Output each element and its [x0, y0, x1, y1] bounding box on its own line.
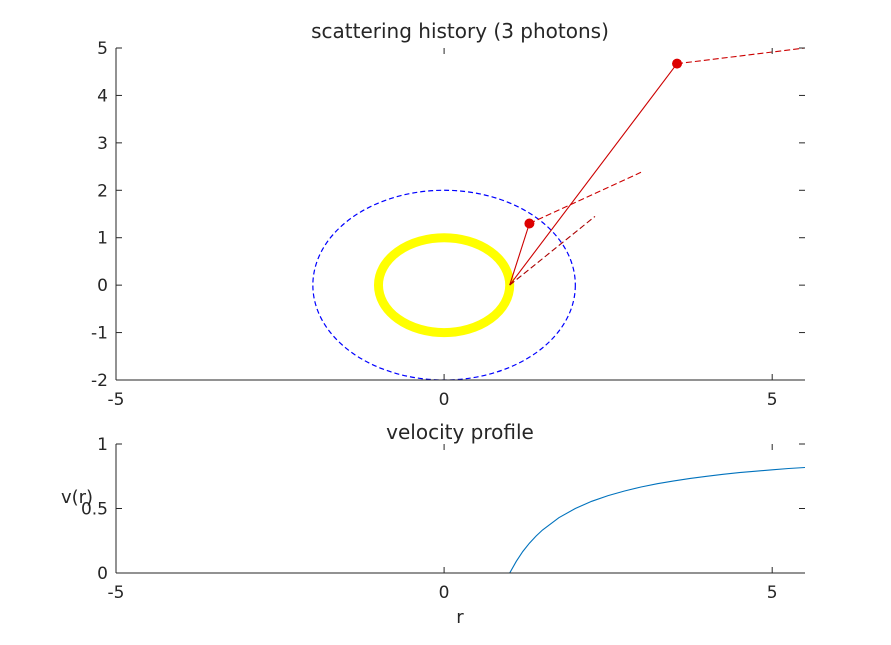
velocity-y-tick-label: 0 — [97, 564, 108, 584]
scattering-y-tick-label: 1 — [97, 229, 108, 249]
velocity-x-axis-label: r — [456, 607, 464, 628]
scattering-y-tick-label: 2 — [97, 181, 108, 201]
photon-path-segment — [676, 48, 805, 65]
photon-path-segment — [529, 171, 642, 224]
scattering-x-tick-label: 5 — [767, 390, 778, 410]
velocity-axes: -5 0 500.51 velocity profile r v(r) — [61, 420, 805, 628]
velocity-title: velocity profile — [386, 420, 534, 444]
scattering-y-tick-label: -1 — [91, 324, 108, 344]
velocity-y-tick-label: 1 — [97, 435, 108, 455]
velocity-x-tick-label: -5 — [108, 583, 125, 603]
velocity-y-axis-label: v(r) — [61, 487, 93, 508]
photon-path-segment — [509, 223, 530, 286]
photon-path-segment — [509, 215, 596, 286]
scattering-x-tick-label: 0 — [439, 390, 450, 410]
velocity-curve — [509, 466, 805, 573]
scattering-y-tick-label: 3 — [97, 134, 108, 154]
velocity-y-tick-label: 0.5 — [81, 500, 108, 520]
scattering-y-tick-label: 4 — [97, 86, 108, 106]
photon-path-segment — [509, 63, 678, 286]
scattering-x-tick-label: -5 — [108, 390, 125, 410]
velocity-plot-area — [509, 466, 805, 573]
inner-thick-ring — [373, 233, 515, 338]
velocity-x-tick-label: 5 — [767, 583, 778, 603]
scattering-axes-frame — [115, 48, 805, 381]
scattering-point — [524, 218, 535, 229]
velocity-axes-frame — [115, 444, 805, 574]
scattering-point — [672, 58, 683, 69]
scattering-title: scattering history (3 photons) — [311, 19, 609, 43]
scattering-y-tick-label: 5 — [97, 39, 108, 59]
scattering-axes: -5 0 5 -2 -1 0 1 2 3 4 5 scattering history (3 pho… — [91, 19, 805, 410]
scattering-ticks: -5 0 5 -2 -1 0 1 2 3 4 5 — [91, 39, 805, 410]
outer-dashed-circle — [312, 189, 576, 380]
scattering-y-tick-label: 0 — [97, 276, 108, 296]
velocity-x-tick-label: 0 — [439, 583, 450, 603]
velocity-ticks: -5 0 500.51 — [81, 435, 805, 603]
scattering-plot-area — [312, 48, 805, 380]
scattering-y-tick-label: -2 — [91, 371, 108, 391]
